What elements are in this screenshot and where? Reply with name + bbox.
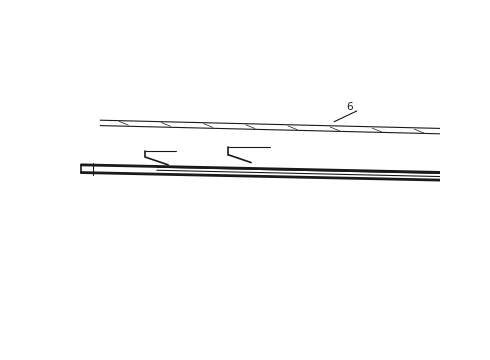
Text: 6: 6 — [346, 102, 352, 112]
